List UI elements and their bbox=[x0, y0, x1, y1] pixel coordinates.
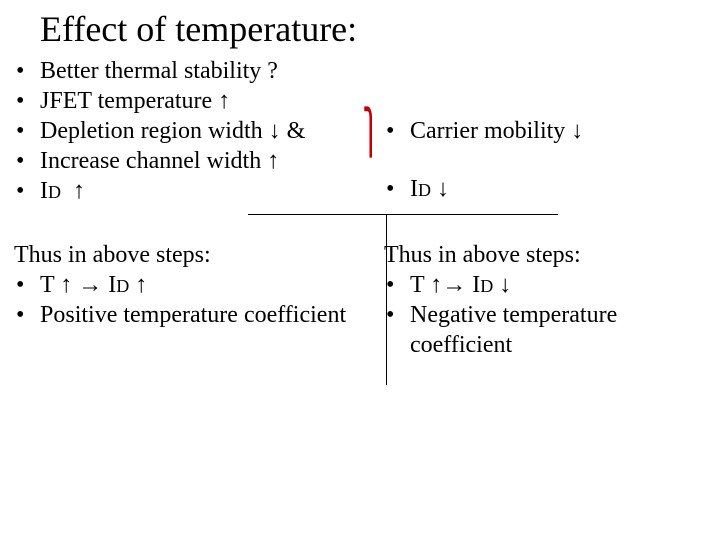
upper-left-column: Better thermal stability ? JFET temperat… bbox=[10, 56, 370, 206]
upper-content: Better thermal stability ? JFET temperat… bbox=[10, 56, 710, 206]
list-item: T ↑ → ID ↑ bbox=[10, 270, 370, 300]
list-item: Depletion region width ↓ & bbox=[10, 116, 370, 146]
subscript-d: D bbox=[116, 276, 129, 296]
list-item: Positive temperature coefficient bbox=[10, 300, 370, 330]
item-text-tail: ↑ bbox=[73, 178, 85, 204]
item-text-tail: ↑ bbox=[129, 272, 147, 298]
lower-left-column: Thus in above steps: T ↑ → ID ↑ Positive… bbox=[10, 240, 370, 360]
item-text-tail: ↓ bbox=[437, 176, 449, 202]
subscript-d: D bbox=[480, 276, 493, 296]
item-text: Better thermal stability ? bbox=[40, 58, 278, 84]
item-text: I bbox=[40, 178, 48, 204]
item-text: T ↑ → I bbox=[40, 272, 116, 298]
list-item: Carrier mobility ↓ bbox=[380, 116, 710, 146]
list-item: JFET temperature ↑ bbox=[10, 86, 370, 116]
list-item: ID ↑ bbox=[10, 176, 370, 206]
item-text: I bbox=[410, 176, 418, 202]
list-item: Increase channel width ↑ bbox=[10, 146, 370, 176]
item-text: Negative temperature coefficient bbox=[410, 302, 617, 358]
subscript-d: D bbox=[418, 180, 431, 200]
divider-horizontal bbox=[248, 214, 558, 215]
item-text: Increase channel width ↑ bbox=[40, 148, 279, 174]
upper-right-column: Carrier mobility ↓ ID ↓ bbox=[370, 56, 710, 206]
list-item: Better thermal stability ? bbox=[10, 56, 370, 86]
item-text: T ↑→ I bbox=[410, 272, 480, 298]
list-item: Negative temperature coefficient bbox=[380, 300, 710, 360]
lower-left-intro: Thus in above steps: bbox=[10, 240, 370, 270]
item-text: Carrier mobility ↓ bbox=[410, 118, 583, 144]
lower-content: Thus in above steps: T ↑ → ID ↑ Positive… bbox=[10, 240, 710, 360]
list-item: T ↑→ ID ↓ bbox=[380, 270, 710, 300]
slide-title: Effect of temperature: bbox=[40, 8, 357, 50]
brace-icon: ⎫ bbox=[363, 112, 379, 154]
list-item: ID ↓ bbox=[380, 174, 710, 204]
item-text: JFET temperature ↑ bbox=[40, 88, 230, 114]
subscript-d: D bbox=[48, 182, 61, 202]
lower-right-column: Thus in above steps: T ↑→ ID ↓ Negative … bbox=[370, 240, 710, 360]
item-text: Depletion region width ↓ & bbox=[40, 118, 305, 144]
lower-right-intro: Thus in above steps: bbox=[380, 240, 710, 270]
item-text: Positive temperature coefficient bbox=[40, 302, 346, 328]
item-text-tail: ↓ bbox=[493, 272, 511, 298]
